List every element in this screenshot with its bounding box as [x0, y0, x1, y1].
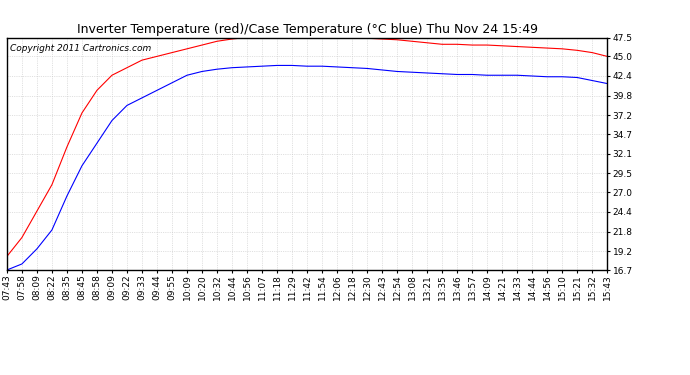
- Text: Copyright 2011 Cartronics.com: Copyright 2011 Cartronics.com: [10, 45, 151, 54]
- Title: Inverter Temperature (red)/Case Temperature (°C blue) Thu Nov 24 15:49: Inverter Temperature (red)/Case Temperat…: [77, 23, 538, 36]
